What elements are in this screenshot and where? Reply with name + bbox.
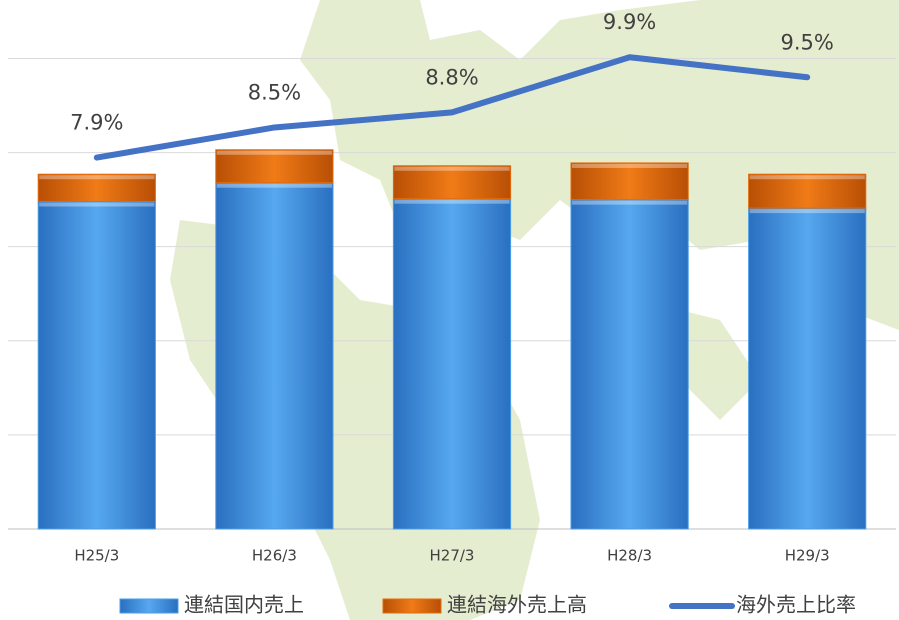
bar — [748, 207, 867, 530]
bar — [748, 173, 867, 209]
x-tick-label: H26/3 — [252, 547, 297, 565]
bar-highlight — [749, 209, 865, 214]
bar-highlight — [394, 199, 510, 204]
data-label: 7.9% — [70, 111, 123, 135]
bar-highlight — [571, 163, 688, 168]
bar — [37, 173, 156, 203]
bar-highlight — [39, 202, 155, 207]
line — [93, 54, 811, 161]
bar — [570, 162, 689, 201]
bar — [37, 201, 156, 530]
bar — [215, 182, 334, 530]
bar-highlight — [571, 200, 688, 205]
x-tick-label: H27/3 — [430, 547, 475, 565]
bar — [570, 199, 689, 530]
bar — [215, 149, 334, 184]
bar-highlight — [216, 150, 333, 155]
data-label: 8.5% — [248, 80, 301, 104]
bar — [392, 165, 512, 200]
x-tick-label: H29/3 — [785, 547, 830, 565]
bar-highlight — [394, 166, 510, 171]
data-label: 9.9% — [603, 10, 656, 34]
legend-label: 連結海外売上高 — [447, 593, 587, 617]
bar-highlight — [39, 175, 155, 180]
bar-highlight — [749, 175, 865, 180]
bar-highlight — [216, 183, 333, 188]
legend-swatch — [382, 598, 442, 614]
data-label: 9.5% — [781, 30, 834, 54]
bar — [392, 198, 512, 530]
legend-label: 海外売上比率 — [736, 593, 856, 617]
data-label: 8.8% — [425, 65, 478, 89]
legend-swatch — [119, 598, 179, 614]
legend-label: 連結国内売上 — [184, 593, 304, 617]
x-tick-label: H28/3 — [607, 547, 652, 565]
x-tick-label: H25/3 — [74, 547, 119, 565]
